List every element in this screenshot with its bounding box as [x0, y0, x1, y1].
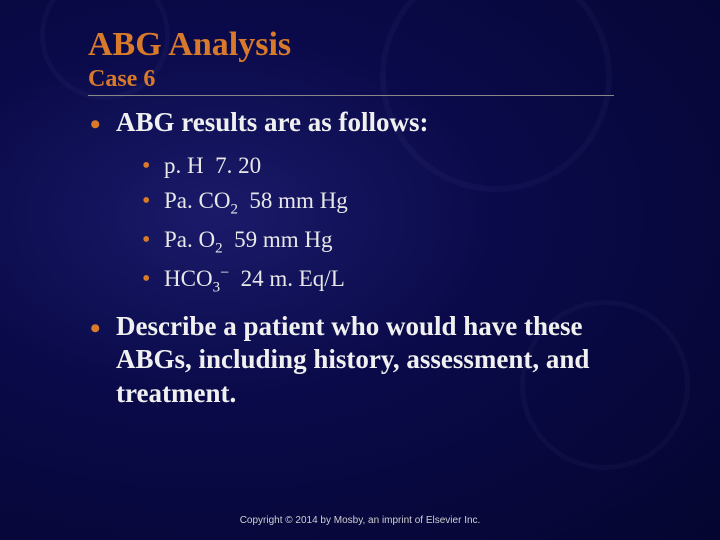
bullet-intro-text: ABG results are as follows:	[116, 107, 429, 137]
result-sub: 2	[215, 241, 222, 257]
result-sup: −	[220, 264, 229, 281]
result-unit: mm Hg	[278, 188, 348, 213]
results-list: p. H 7. 20 Pa. CO2 58 mm Hg Pa. O2 59 mm…	[142, 148, 660, 300]
result-label: Pa. CO	[164, 188, 230, 213]
result-sub: 2	[230, 202, 237, 218]
result-value: 7. 20	[215, 153, 261, 178]
result-row: p. H 7. 20	[142, 148, 660, 184]
result-label: Pa. O	[164, 227, 215, 252]
bullet-question-text: Describe a patient who would have these …	[116, 311, 589, 409]
slide-subtitle: Case 6	[88, 66, 614, 96]
result-label: HCO	[164, 266, 213, 291]
result-row: Pa. CO2 58 mm Hg	[142, 183, 660, 222]
result-row: Pa. O2 59 mm Hg	[142, 222, 660, 261]
bullet-question: Describe a patient who would have these …	[90, 310, 660, 411]
result-unit: m. Eq/L	[269, 266, 344, 291]
result-value: 59	[234, 227, 257, 252]
result-label: p. H	[164, 153, 204, 178]
bullet-intro: ABG results are as follows: p. H 7. 20 P…	[90, 106, 660, 300]
slide-title: ABG Analysis	[88, 26, 660, 64]
copyright-footer: Copyright © 2014 by Mosby, an imprint of…	[0, 515, 720, 526]
result-value: 24	[241, 266, 264, 291]
result-sub: 3	[213, 280, 220, 296]
slide-container: ABG Analysis Case 6 ABG results are as f…	[0, 0, 720, 540]
result-unit: mm Hg	[263, 227, 333, 252]
result-value: 58	[249, 188, 272, 213]
bullet-list-lvl1: ABG results are as follows: p. H 7. 20 P…	[90, 106, 660, 411]
result-row: HCO3− 24 m. Eq/L	[142, 261, 660, 300]
